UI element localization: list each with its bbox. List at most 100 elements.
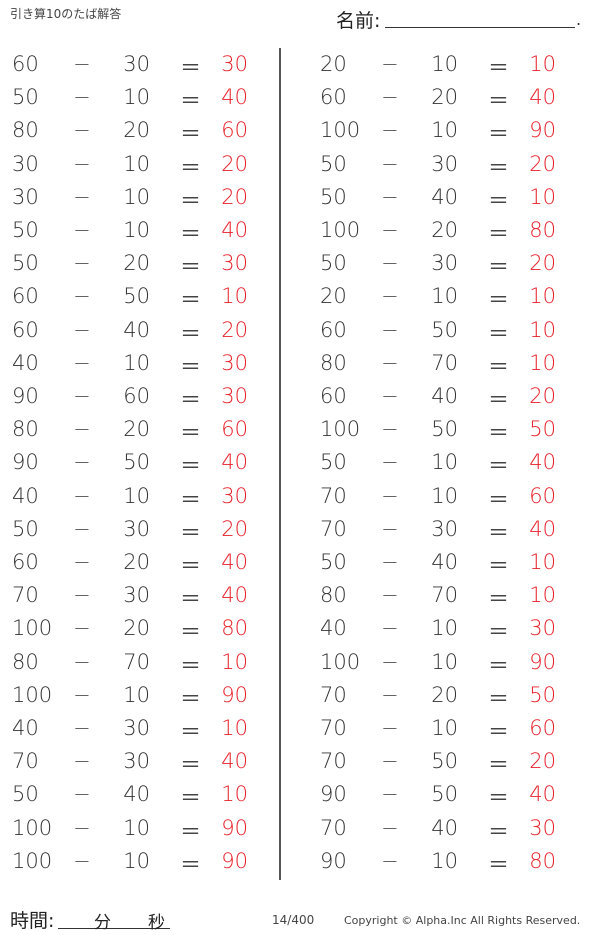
problem-row: 60 − 20 ＝ 40 <box>0 550 600 580</box>
equals-sign: ＝ <box>488 487 509 512</box>
minuend: 50 <box>320 550 347 574</box>
subtrahend: 10 <box>123 682 150 707</box>
equals-sign: ＝ <box>180 653 201 678</box>
name-label: 名前: <box>336 10 381 32</box>
subtrahend: 20 <box>431 85 458 110</box>
answer: 20 <box>529 384 556 408</box>
problem-row: 50 − 20 ＝ 30 <box>0 251 600 281</box>
problem-row: 90 − 60 ＝ 30 <box>0 384 600 414</box>
answer: 30 <box>221 350 248 375</box>
equals-sign: ＝ <box>488 620 509 645</box>
equals-sign: ＝ <box>488 421 509 446</box>
subtrahend: 40 <box>431 550 458 574</box>
problem-row: 50 − 40 ＝ 10 <box>0 550 600 580</box>
minus-sign: − <box>381 483 399 508</box>
subtrahend: 30 <box>123 583 150 608</box>
equals-sign: ＝ <box>180 720 201 744</box>
equals-sign: ＝ <box>488 753 509 778</box>
equals-sign: ＝ <box>180 56 201 80</box>
equals-sign: ＝ <box>180 388 201 412</box>
minus-sign: − <box>73 516 91 541</box>
minus-sign: − <box>381 317 399 342</box>
minuend: 80 <box>320 583 347 608</box>
answer: 60 <box>221 118 248 143</box>
subtrahend: 70 <box>431 583 458 608</box>
minuend: 80 <box>320 350 347 375</box>
equals-sign: ＝ <box>488 188 509 213</box>
minus-sign: − <box>73 85 91 110</box>
subtrahend: 10 <box>123 815 150 840</box>
problem-row: 100−10 ＝ 90 <box>0 683 600 713</box>
minus-sign: − <box>381 52 399 76</box>
minuend: 90 <box>12 450 39 475</box>
name-field[interactable] <box>385 27 575 28</box>
minuend: 70 <box>320 749 347 774</box>
answer: 10 <box>221 716 248 740</box>
answer: 20 <box>529 251 556 276</box>
problem-row: 40 − 30 ＝ 10 <box>0 716 600 746</box>
answer: 40 <box>529 782 556 807</box>
minus-sign: − <box>381 516 399 541</box>
equals-sign: ＝ <box>180 786 201 811</box>
minuend: 100 <box>12 848 53 873</box>
equals-sign: ＝ <box>180 520 201 545</box>
answer: 40 <box>221 583 248 608</box>
subtrahend: 30 <box>431 151 458 176</box>
problem-row: 90 − 50 ＝ 40 <box>0 782 600 812</box>
problem-row: 50 − 40 ＝ 10 <box>0 782 600 812</box>
minuend: 70 <box>320 716 347 740</box>
minus-sign: − <box>381 384 399 408</box>
problem-row: 50 − 30 ＝ 20 <box>0 152 600 182</box>
minus-sign: − <box>73 350 91 375</box>
minus-sign: − <box>381 118 399 143</box>
minuend: 40 <box>12 483 39 508</box>
problem-row: 50 − 10 ＝ 40 <box>0 450 600 480</box>
answer: 40 <box>221 749 248 774</box>
subtrahend: 10 <box>431 118 458 143</box>
answer: 60 <box>529 716 556 740</box>
equals-sign: ＝ <box>488 56 509 80</box>
equals-sign: ＝ <box>180 753 201 778</box>
equals-sign: ＝ <box>180 89 201 114</box>
minuend: 40 <box>320 616 347 641</box>
time-field[interactable] <box>58 928 170 929</box>
minus-sign: − <box>381 583 399 608</box>
minuend: 50 <box>12 85 39 110</box>
answer: 60 <box>221 417 248 442</box>
minuend: 40 <box>12 350 39 375</box>
equals-sign: ＝ <box>180 255 201 280</box>
answer: 10 <box>529 284 556 309</box>
minus-sign: − <box>381 85 399 110</box>
problem-row: 70 − 10 ＝ 60 <box>0 716 600 746</box>
minuend: 40 <box>12 716 39 740</box>
minuend: 70 <box>320 682 347 707</box>
minus-sign: − <box>381 848 399 873</box>
subtrahend: 10 <box>123 848 150 873</box>
minuend: 50 <box>320 184 347 209</box>
problem-row: 60 − 40 ＝ 20 <box>0 318 600 348</box>
problem-row: 40 − 10 ＝ 30 <box>0 351 600 381</box>
problem-row: 80 − 20 ＝ 60 <box>0 417 600 447</box>
minus-sign: − <box>381 782 399 807</box>
answer: 90 <box>529 118 556 143</box>
minuend: 90 <box>320 848 347 873</box>
time-label: 時間: <box>10 910 55 932</box>
equals-sign: ＝ <box>180 852 201 877</box>
answer: 30 <box>221 251 248 276</box>
problem-row: 80 − 70 ＝ 10 <box>0 583 600 613</box>
minuend: 50 <box>12 782 39 807</box>
equals-sign: ＝ <box>180 587 201 612</box>
minuend: 100 <box>320 218 361 242</box>
equals-sign: ＝ <box>488 653 509 678</box>
answer: 20 <box>221 184 248 209</box>
minus-sign: − <box>73 848 91 873</box>
problem-row: 60 − 20 ＝ 40 <box>0 85 600 115</box>
subtrahend: 30 <box>431 516 458 541</box>
minuend: 60 <box>320 85 347 110</box>
minuend: 50 <box>320 151 347 176</box>
page-number: 14/400 <box>272 913 315 927</box>
subtrahend: 20 <box>431 218 458 242</box>
equals-sign: ＝ <box>488 321 509 346</box>
minus-sign: − <box>73 251 91 276</box>
minuend: 60 <box>320 317 347 342</box>
